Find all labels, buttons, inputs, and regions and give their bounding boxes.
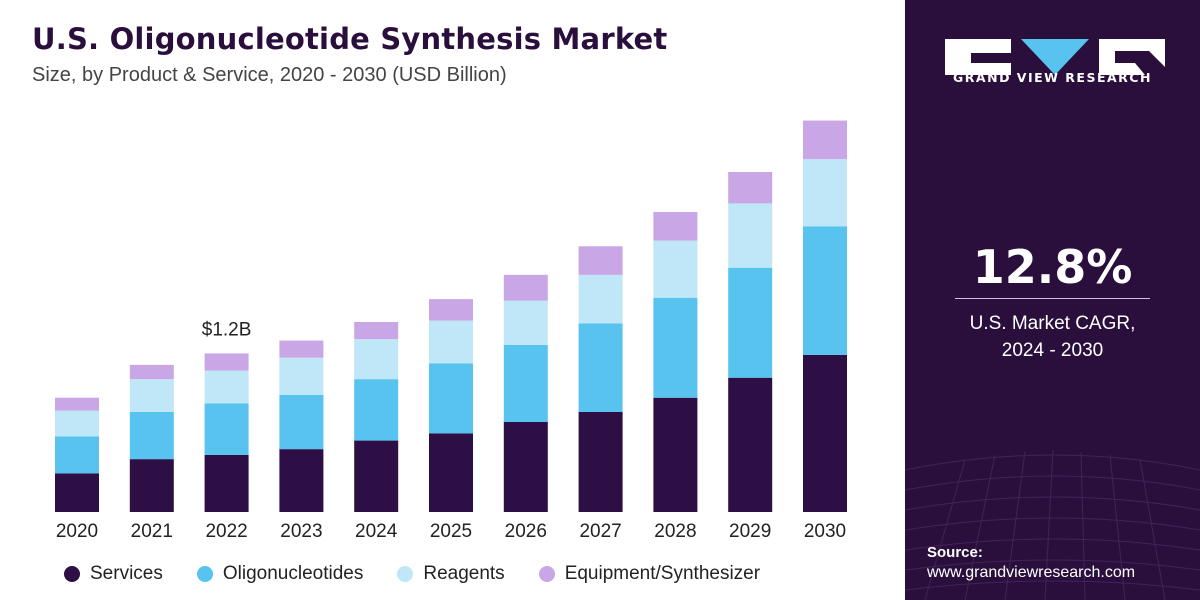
- gvr-logo: [945, 39, 1165, 75]
- source-block: Source: www.grandviewresearch.com: [927, 544, 1135, 582]
- legend-label: Equipment/Synthesizer: [564, 563, 761, 584]
- bar-segment-2020-1: [55, 436, 99, 474]
- bar-segment-2028-1: [653, 297, 698, 398]
- bar-segment-2027-3: [578, 246, 623, 275]
- bar-segment-2030-1: [803, 226, 847, 355]
- decorative-grid: [905, 449, 1200, 600]
- x-tick-label: 2027: [579, 521, 621, 542]
- bar-segment-2023-3: [279, 340, 324, 358]
- legend-swatch: [196, 566, 213, 582]
- bar-segment-2020-2: [55, 410, 99, 437]
- cagr-label: U.S. Market CAGR, 2024 - 2030: [905, 310, 1200, 364]
- bar-segment-2028-0: [653, 397, 698, 512]
- cagr-divider: [955, 298, 1150, 299]
- cagr-label-line2: 2024 - 2030: [1001, 340, 1104, 361]
- bar-segment-2021-3: [129, 364, 174, 380]
- source-label: Source:: [927, 544, 983, 561]
- x-tick-label: 2026: [505, 521, 547, 542]
- bar-segment-2021-1: [129, 412, 174, 460]
- legend: Services Oligonucleotides Reagents Equipmen…: [64, 563, 760, 585]
- bar-segment-2024-3: [354, 322, 399, 340]
- x-tick-label: 2028: [654, 521, 696, 542]
- x-tick-label: 2029: [729, 521, 771, 542]
- bar-segment-2025-0: [429, 433, 473, 512]
- bar-segment-2022-3: [204, 353, 249, 371]
- legend-swatch: [397, 566, 414, 582]
- x-tick-label: 2022: [205, 521, 247, 542]
- bar-segment-2021-0: [129, 459, 174, 512]
- bar-segment-2024-1: [354, 379, 399, 441]
- bar-segment-2029-3: [728, 172, 773, 204]
- bar-segment-2026-3: [503, 274, 548, 301]
- x-tick-label: 2024: [355, 521, 398, 542]
- bar-segment-2021-2: [129, 379, 174, 412]
- bar-segment-2024-2: [354, 339, 399, 380]
- bar-segment-2022-2: [204, 370, 249, 404]
- legend-swatch: [538, 566, 555, 582]
- bar-segment-2020-3: [55, 397, 99, 411]
- bar-segment-2023-0: [279, 449, 324, 512]
- bar-segment-2027-2: [578, 274, 623, 324]
- legend-item: Services: [64, 563, 163, 585]
- legend-label: Oligonucleotides: [222, 563, 364, 584]
- brand-panel: GRAND VIEW RESEARCH 12.8% U.S. Market CA…: [905, 0, 1200, 600]
- bar-segment-2023-2: [279, 357, 324, 395]
- legend-label: Reagents: [423, 563, 505, 584]
- bar-segment-2022-0: [204, 454, 249, 512]
- x-tick-label: 2021: [131, 521, 173, 542]
- bar-segment-2026-0: [503, 422, 548, 512]
- bar-segment-2022-1: [204, 403, 249, 455]
- legend-item: Oligonucleotides: [196, 563, 364, 585]
- bar-segment-2028-3: [653, 212, 698, 241]
- cagr-label-line1: U.S. Market CAGR,: [969, 313, 1136, 334]
- x-tick-label: 2023: [280, 521, 322, 542]
- bar-segment-2025-2: [429, 320, 473, 364]
- bar-segment-2023-1: [279, 394, 324, 450]
- bar-segment-2030-3: [803, 120, 847, 160]
- x-tick-label: 2020: [56, 521, 98, 542]
- bar-segment-2025-1: [429, 363, 473, 434]
- legend-item: Reagents: [397, 563, 505, 585]
- bar-segment-2030-2: [803, 159, 847, 227]
- cagr-value: 12.8%: [972, 240, 1133, 294]
- legend-swatch: [64, 566, 80, 582]
- chart-area: U.S. Oligonucleotide Synthesis Market Si…: [32, 22, 847, 585]
- bar-segment-2029-2: [728, 203, 773, 268]
- brand-name: GRAND VIEW RESEARCH: [953, 70, 1152, 85]
- legend-label: Services: [90, 563, 163, 584]
- bar-segment-2026-2: [503, 300, 548, 345]
- bar-segment-2029-1: [728, 267, 773, 378]
- bar-segment-2029-0: [728, 377, 773, 512]
- bar-segment-2030-0: [803, 354, 847, 512]
- bar-segment-2027-0: [578, 412, 623, 512]
- bar-segment-2024-0: [354, 440, 399, 512]
- legend-item: Equipment/Synthesizer: [538, 563, 761, 585]
- x-tick-label: 2025: [430, 521, 472, 542]
- data-label: $1.2B: [202, 319, 252, 340]
- stacked-bar-chart: 2020 2021 2022 $1.2B 2023 2024 2025 2026 2027 202…: [55, 120, 847, 542]
- bar-segment-2020-0: [55, 473, 99, 512]
- bar-segment-2025-3: [429, 299, 473, 321]
- bar-segment-2026-1: [503, 344, 548, 422]
- bar-segment-2028-2: [653, 240, 698, 298]
- source-url[interactable]: www.grandviewresearch.com: [927, 564, 1136, 581]
- bar-segment-2027-1: [578, 323, 623, 412]
- x-tick-label: 2030: [804, 521, 846, 542]
- chart-title: U.S. Oligonucleotide Synthesis Market: [32, 22, 668, 56]
- chart-subtitle: Size, by Product & Service, 2020 - 2030 …: [32, 64, 507, 86]
